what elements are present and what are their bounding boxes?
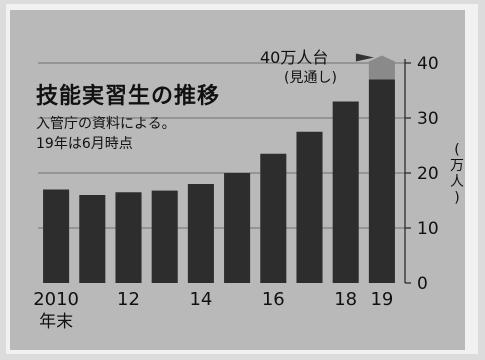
y-axis-unit-label: ( 万人 ) [448, 142, 466, 206]
chart-title: 技能実習生の推移 [36, 84, 221, 109]
x-axis-ticks: 2010 12 14 16 18 19 年末 [33, 289, 393, 332]
projection-arrow-shape [368, 55, 395, 80]
bar-16 [260, 153, 287, 283]
bar-14 [187, 184, 214, 283]
x-axis-sublabel: 年末 [39, 312, 73, 332]
x-tick-label-2010: 2010 [33, 289, 79, 310]
x-tick-label-18: 18 [334, 289, 357, 310]
chart-note: 入管庁の資料による。 19年は6月時点 [36, 114, 176, 154]
callout-subtext: (見通し) [284, 70, 337, 86]
unit-char-0: 万 [450, 158, 464, 174]
bar-12 [115, 192, 142, 283]
bar-18 [332, 101, 359, 283]
x-tick-label-19: 19 [370, 289, 393, 310]
bar-13 [151, 190, 178, 283]
unit-chars: 万人 [448, 158, 466, 190]
bar-19 [368, 79, 395, 283]
unit-paren-open: ( [454, 142, 460, 158]
bar-15 [224, 173, 251, 283]
y-tick-label-0: 0 [417, 274, 428, 294]
y-tick-label-20: 20 [417, 164, 439, 184]
projection-callout: 40万人台 (見通し) [260, 48, 337, 88]
projection-arrow [355, 53, 395, 80]
callout-text: 40万人台 [260, 48, 329, 67]
bar-2010 [43, 189, 70, 283]
bar-11 [79, 195, 106, 283]
y-axis-ticks: 0 10 20 30 40 [404, 54, 439, 294]
y-tick-label-10: 10 [417, 219, 439, 239]
bar-series [43, 79, 395, 283]
y-tick-label-30: 30 [417, 109, 439, 129]
unit-char-1: 人 [450, 174, 464, 190]
unit-paren-close: ) [454, 190, 460, 206]
note-line-2: 19年は6月時点 [36, 136, 133, 152]
x-tick-label-16: 16 [262, 289, 285, 310]
x-tick-label-14: 14 [189, 289, 212, 310]
x-tick-label-12: 12 [117, 289, 140, 310]
note-line-1: 入管庁の資料による。 [36, 116, 176, 132]
y-tick-label-40: 40 [417, 54, 439, 74]
callout-pointer [355, 53, 374, 62]
bar-17 [296, 131, 323, 283]
